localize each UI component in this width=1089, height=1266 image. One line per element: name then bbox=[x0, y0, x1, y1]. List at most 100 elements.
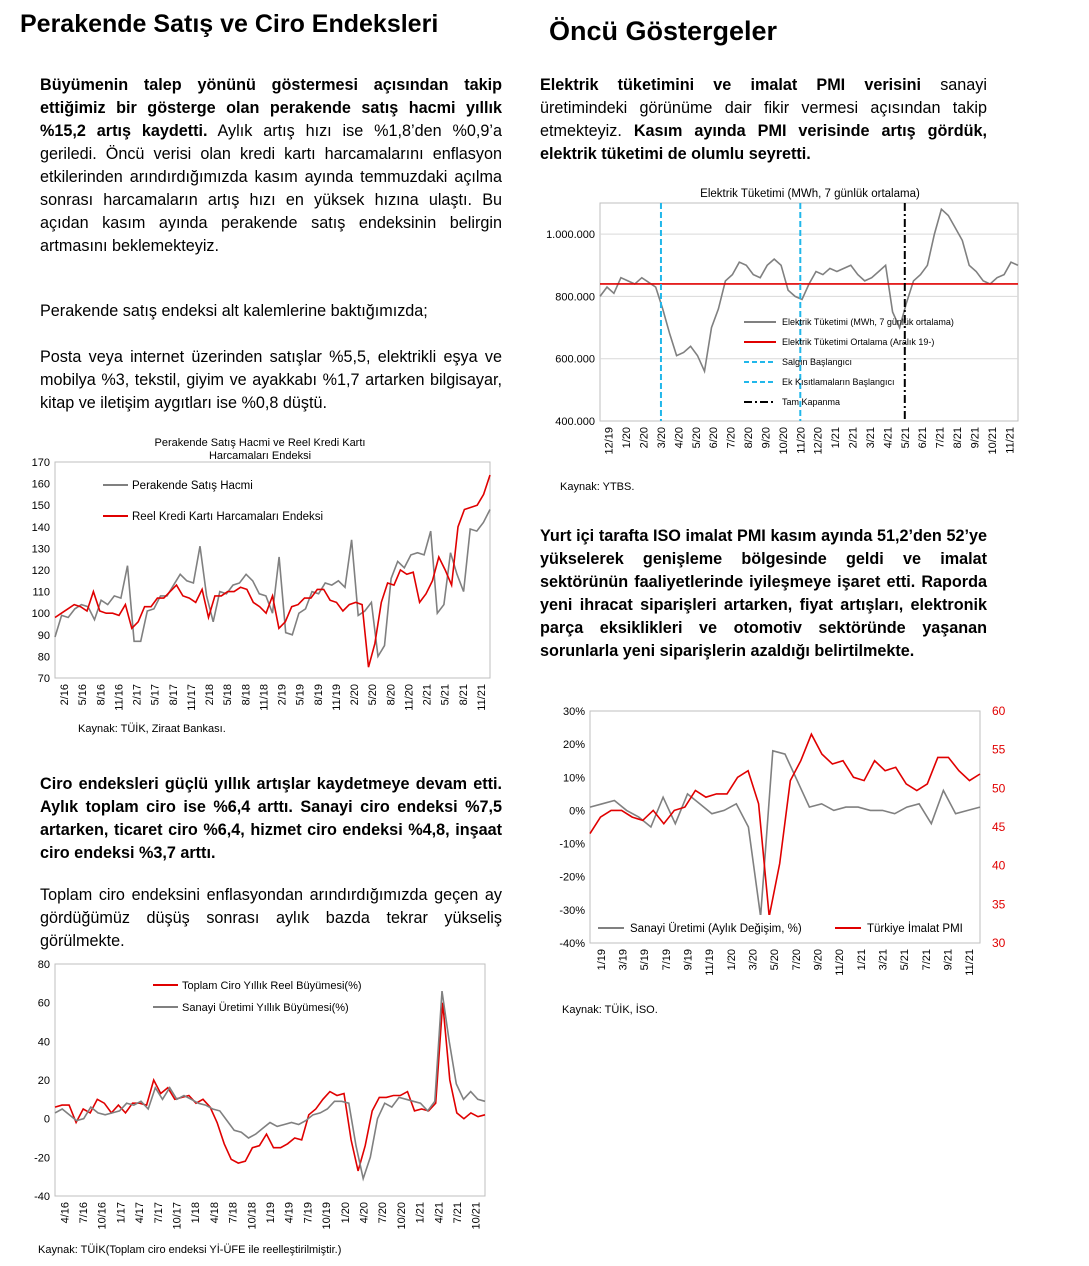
x-tick-label: 2/16 bbox=[59, 684, 71, 705]
y-tick-label: 140 bbox=[32, 522, 50, 534]
x-tick-label: 5/21 bbox=[440, 684, 452, 705]
x-tick-label: 10/21 bbox=[987, 427, 999, 455]
x-tick-label: 7/20 bbox=[377, 1202, 389, 1223]
x-tick-label: 2/21 bbox=[848, 427, 860, 448]
x-tick-label: 1/21 bbox=[415, 1202, 427, 1223]
series-line-0 bbox=[54, 509, 491, 659]
x-tick-label: 4/20 bbox=[358, 1202, 370, 1223]
series-line-1 bbox=[54, 474, 491, 668]
x-tick-label: 11/21 bbox=[964, 949, 976, 976]
series-line-1 bbox=[589, 732, 981, 917]
x-tick-label: 5/18 bbox=[222, 684, 234, 705]
x-tick-label: 11/21 bbox=[1004, 427, 1016, 454]
x-tick-label: 9/20 bbox=[760, 427, 772, 448]
y-tick-label: 70 bbox=[38, 673, 50, 685]
y-tick-label: -20 bbox=[34, 1152, 50, 1164]
x-tick-label: 1/18 bbox=[190, 1202, 202, 1223]
turnover-chart: -40 -20 0 20 40 60 80 4/16 7/16 10/16 1/17 4/17 7/17… bbox=[34, 959, 486, 1230]
legend-label: Elektrik Tüketimi (MWh, 7 günlük ortalam… bbox=[782, 317, 954, 327]
right-p1-bold2: Kasım ayında PMI verisinde artış gördük,… bbox=[540, 122, 987, 163]
left-paragraph-5: Toplam ciro endeksini enflasyondan arınd… bbox=[40, 886, 502, 950]
x-tick-label: 7/19 bbox=[661, 949, 673, 970]
x-tick-label: 3/21 bbox=[878, 949, 890, 970]
y-right-tick-label: 60 bbox=[992, 704, 1006, 718]
x-tick-label: 5/16 bbox=[77, 684, 89, 705]
x-tick-label: 8/17 bbox=[168, 684, 180, 705]
x-tick-label: 9/21 bbox=[943, 949, 955, 970]
x-tick-label: 1/21 bbox=[856, 949, 868, 970]
right-p2-bold: Yurt içi tarafta ISO imalat PMI kasım ay… bbox=[540, 527, 987, 660]
y-right-tick-label: 50 bbox=[992, 781, 1006, 795]
electricity-chart-title: Elektrik Tüketimi (MWh, 7 günlük ortalam… bbox=[700, 188, 920, 200]
x-tick-label: 5/21 bbox=[900, 427, 912, 448]
left-p4-bold: Ciro endeksleri güçlü yıllık artışlar ka… bbox=[40, 775, 502, 862]
legend-label: Reel Kredi Kartı Harcamaları Endeksi bbox=[132, 511, 323, 523]
legend-label: Sanayi Üretimi (Aylık Değişim, %) bbox=[630, 923, 802, 935]
x-tick-label: 1/20 bbox=[726, 949, 738, 970]
y-tick-label: 80 bbox=[38, 959, 50, 971]
legend-label: Tam Kapanma bbox=[782, 397, 840, 407]
y-tick-label: -10% bbox=[559, 839, 585, 851]
x-tick-label: 4/17 bbox=[134, 1202, 146, 1223]
x-tick-label: 1/20 bbox=[621, 427, 633, 448]
x-tick-label: 4/21 bbox=[882, 427, 894, 448]
x-tick-label: 11/20 bbox=[795, 427, 807, 454]
plot-frame bbox=[54, 963, 486, 1197]
x-tick-label: 4/16 bbox=[59, 1202, 71, 1223]
x-tick-label: 8/18 bbox=[240, 684, 252, 705]
y-tick-label: 90 bbox=[38, 630, 50, 642]
turnover-chart-source: Kaynak: TÜİK(Toplam ciro endeksi Yİ-ÜFE … bbox=[38, 1244, 342, 1256]
x-tick-label: 2/20 bbox=[349, 684, 361, 705]
y-tick-label: 170 bbox=[32, 457, 50, 469]
left-paragraph-4: Ciro endeksleri güçlü yıllık artışlar ka… bbox=[40, 773, 502, 865]
x-tick-label: 1/19 bbox=[265, 1202, 277, 1223]
x-tick-label: 7/17 bbox=[153, 1202, 165, 1223]
series-line-1 bbox=[54, 990, 486, 1182]
right-p1-bold1: Elektrik tüketimini ve imalat PMI verisi… bbox=[540, 76, 922, 94]
y-right-tick-label: 55 bbox=[992, 743, 1006, 757]
y-tick-label: 400.000 bbox=[555, 416, 595, 428]
legend-label: Toplam Ciro Yıllık Reel Büyümesi(%) bbox=[182, 980, 362, 992]
x-tick-label: 5/19 bbox=[639, 949, 651, 970]
x-tick-label: 5/21 bbox=[899, 949, 911, 970]
x-tick-label: 8/20 bbox=[385, 684, 397, 705]
x-tick-label: 6/21 bbox=[917, 427, 929, 448]
y-right-tick-label: 30 bbox=[992, 936, 1006, 950]
right-paragraph-1: Elektrik tüketimini ve imalat PMI verisi… bbox=[540, 74, 987, 166]
retail-chart-title: Perakende Satış Hacmi ve Reel Kredi Kart… bbox=[155, 437, 366, 462]
left-p1-rest: Aylık artış hızı ise %1,8’den %0,9’a ger… bbox=[40, 122, 503, 255]
x-tick-label: 3/19 bbox=[618, 949, 630, 970]
pmi-chart: -40% -30% -20% -10% 0% 10% 20% 30% 1/19 3/19 5/19 7… bbox=[559, 704, 1006, 976]
y-tick-label: 150 bbox=[32, 500, 50, 512]
x-tick-label: 2/21 bbox=[422, 684, 434, 705]
x-tick-label: 8/21 bbox=[458, 684, 470, 705]
y-tick-label: 20% bbox=[563, 739, 585, 751]
legend-box bbox=[592, 915, 978, 937]
y-right-tick-label: 35 bbox=[992, 897, 1006, 911]
x-tick-label: 5/19 bbox=[295, 684, 307, 705]
y-tick-label: 40 bbox=[38, 1036, 50, 1048]
y-tick-label: 0 bbox=[44, 1114, 50, 1126]
x-tick-label: 3/21 bbox=[865, 427, 877, 448]
x-tick-label: 4/18 bbox=[209, 1202, 221, 1223]
x-tick-label: 1/20 bbox=[340, 1202, 352, 1223]
x-tick-label: 5/20 bbox=[769, 949, 781, 970]
x-tick-label: 7/20 bbox=[726, 427, 738, 448]
legend-label: Salgın Başlangıcı bbox=[782, 357, 852, 367]
pmi-chart-source: Kaynak: TÜİK, İSO. bbox=[562, 1004, 658, 1016]
y-tick-label: 110 bbox=[32, 587, 50, 599]
left-p1-bold: Büyümenin talep yönünü göstermesi açısın… bbox=[40, 76, 502, 140]
x-tick-label: 7/19 bbox=[302, 1202, 314, 1223]
y-tick-label: 120 bbox=[32, 565, 50, 577]
x-tick-label: 11/19 bbox=[704, 949, 716, 976]
x-tick-label: 11/18 bbox=[258, 684, 270, 711]
y-tick-label: 0% bbox=[569, 805, 585, 817]
x-tick-label: 7/21 bbox=[452, 1202, 464, 1223]
x-tick-label: 4/20 bbox=[673, 427, 685, 448]
y-tick-label: 130 bbox=[32, 543, 50, 555]
plot-frame bbox=[589, 710, 981, 944]
x-tick-label: 12/20 bbox=[813, 427, 825, 455]
x-tick-label: 9/20 bbox=[813, 949, 825, 970]
y-tick-label: 800.000 bbox=[555, 291, 595, 303]
x-tick-label: 7/21 bbox=[935, 427, 947, 448]
